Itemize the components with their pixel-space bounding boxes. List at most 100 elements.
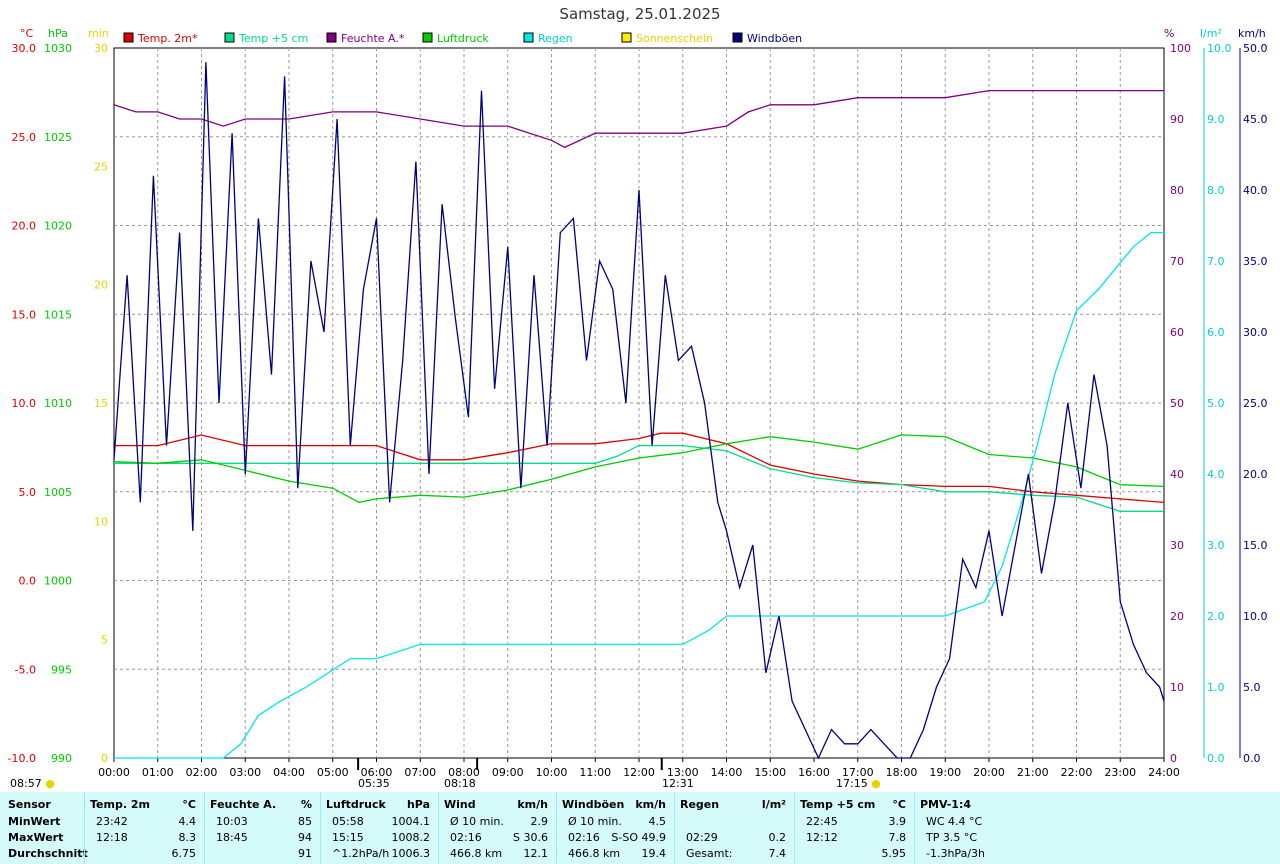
weather-chart: 00:00 01:00 02:00 03:00 04:00 05:00 06:00 07:00…: [8, 32, 1268, 779]
humidity-tick-label: 30: [1170, 539, 1184, 552]
stats-cell-value: 6.75: [171, 847, 197, 860]
humidity-tick-label: 10: [1170, 681, 1184, 694]
time-marker-2: 08:18: [444, 777, 476, 790]
rain-tick-label: 10.0: [1207, 42, 1232, 55]
temp-tick-label: -10.0: [8, 752, 36, 765]
x-tick-label: 21:00: [1017, 766, 1049, 779]
x-tick-label: 14:00: [711, 766, 743, 779]
temp-tick-label: 15.0: [12, 308, 37, 321]
x-tick-label: 02:00: [186, 766, 218, 779]
stats-column-name: Temp. 2m: [90, 798, 150, 811]
stats-cell-value: 3.9: [888, 815, 907, 828]
x-tick-label: 05:00: [317, 766, 349, 779]
temp-tick-label: 10.0: [12, 397, 37, 410]
stats-column-divider: [556, 792, 557, 864]
stats-cell-value: 91: [298, 847, 312, 860]
humidity-tick-label: 20: [1170, 610, 1184, 623]
stats-column-divider: [914, 792, 915, 864]
temp-axis-unit: °C: [20, 27, 34, 40]
stats-cell-value: 94: [298, 831, 312, 844]
stats-cell-time: Ø 10 min.: [450, 815, 504, 828]
stats-column-divider: [794, 792, 795, 864]
rain-tick-label: 3.0: [1207, 539, 1225, 552]
legend-swatch: [621, 32, 632, 43]
stats-column-divider: [674, 792, 675, 864]
humidity-tick-label: 0: [1170, 752, 1177, 765]
x-tick-label: 23:00: [1104, 766, 1136, 779]
wind-tick-label: 10.0: [1243, 610, 1268, 623]
stats-cell-value: 7.8: [888, 831, 907, 844]
temp-tick-label: 30.0: [12, 42, 37, 55]
stats-cell-time: -1.3hPa/3h: [926, 847, 985, 860]
humidity-tick-label: 70: [1170, 255, 1184, 268]
x-tick-label: 16:00: [798, 766, 830, 779]
stats-column-divider: [438, 792, 439, 864]
stats-row-label: MinWert: [8, 815, 61, 828]
stats-cell-value: 12.1: [523, 847, 549, 860]
stats-column-name: Feuchte A.: [210, 798, 277, 811]
wind-tick-label: 20.0: [1243, 468, 1268, 481]
x-tick-label: 04:00: [273, 766, 305, 779]
stats-column-name: Regen: [680, 798, 720, 811]
temp-tick-label: 5.0: [19, 486, 37, 499]
x-tick-label: 13:00: [667, 766, 699, 779]
x-tick-label: 19:00: [929, 766, 961, 779]
x-tick-label: 10:00: [536, 766, 568, 779]
stats-column-name: Temp +5 cm: [800, 798, 876, 811]
rain-tick-label: 9.0: [1207, 113, 1225, 126]
sun-tick-label: 10: [94, 515, 108, 528]
stats-cell-time: TP 3.5 °C: [926, 831, 978, 844]
stats-cell-value: 0.2: [768, 831, 787, 844]
wind-tick-label: 25.0: [1243, 397, 1268, 410]
wind-tick-label: 40.0: [1243, 184, 1268, 197]
stats-row-label: Durchschnitt: [8, 847, 88, 860]
wind-tick-label: 35.0: [1243, 255, 1268, 268]
pressure-tick-label: 1005: [44, 486, 72, 499]
stats-row-label: Sensor: [8, 798, 51, 811]
stats-cell-value: S-SO 49.9: [611, 831, 666, 844]
stats-column-divider: [204, 792, 205, 864]
stats-column-divider: [84, 792, 85, 864]
wind-tick-label: 30.0: [1243, 326, 1268, 339]
stats-cell-time: 10:03: [216, 815, 248, 828]
statistics-table: Sensor MinWert MaxWert Durchschnitt Temp. 2m…: [0, 792, 1280, 864]
stats-cell-value: 8.3: [178, 831, 197, 844]
stats-cell-time: 12:18: [96, 831, 128, 844]
legend-swatch: [523, 32, 534, 43]
sun-tick-label: 25: [94, 160, 108, 173]
sun-tick-label: 15: [94, 397, 108, 410]
x-tick-label: 20:00: [973, 766, 1005, 779]
rain-tick-label: 4.0: [1207, 468, 1225, 481]
sun-tick-label: 20: [94, 279, 108, 292]
stats-column-unit: l/m²: [761, 798, 786, 811]
stats-cell-value: 1008.2: [391, 831, 431, 844]
stats-column-unit: hPa: [406, 798, 430, 811]
humidity-tick-label: 90: [1170, 113, 1184, 126]
stats-column-name: Windböen: [562, 798, 625, 811]
legend-label: Windböen: [747, 32, 802, 45]
x-tick-label: 12:00: [623, 766, 655, 779]
series-line: [113, 89, 1164, 149]
x-tick-label: 06:00: [361, 766, 393, 779]
pressure-tick-label: 995: [51, 663, 72, 676]
x-tick-label: 08:00: [448, 766, 480, 779]
stats-cell-time: 02:16: [450, 831, 482, 844]
series-line: [114, 444, 1164, 512]
pressure-axis-unit: hPa: [48, 27, 68, 40]
x-tick-label: 00:00: [98, 766, 130, 779]
x-tick-label: 24:00: [1148, 766, 1180, 779]
stats-cell-value: 4.5: [648, 815, 667, 828]
series-line: [114, 231, 1164, 759]
sun-tick-label: 5: [101, 634, 108, 647]
wind-tick-label: 45.0: [1243, 113, 1268, 126]
wind-tick-label: 5.0: [1243, 681, 1261, 694]
rain-tick-label: 6.0: [1207, 326, 1225, 339]
stats-column-unit: km/h: [635, 798, 666, 811]
stats-cell-value: 19.4: [641, 847, 667, 860]
rain-tick-label: 7.0: [1207, 255, 1225, 268]
rain-tick-label: 2.0: [1207, 610, 1225, 623]
sun-tick-label: 0: [101, 752, 108, 765]
stats-column-unit: %: [300, 798, 312, 811]
legend-label: Feuchte A.*: [341, 32, 405, 45]
pressure-tick-label: 1030: [44, 42, 72, 55]
